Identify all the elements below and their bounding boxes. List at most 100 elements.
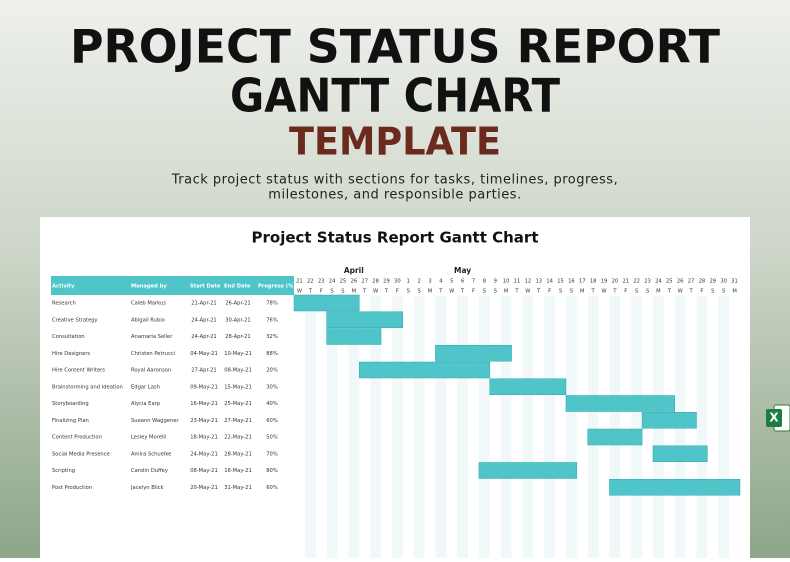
cell-end: 10-May-21 — [224, 351, 252, 357]
cell-start: 08-May-21 — [190, 468, 218, 474]
day-number: 1 — [407, 279, 410, 285]
gantt-bar — [326, 311, 404, 328]
day-number: 24 — [655, 279, 662, 285]
weekday: W — [678, 289, 683, 295]
day-number: 6 — [461, 279, 464, 285]
weekday: F — [700, 289, 703, 295]
day-stripe — [478, 296, 490, 558]
day-number: 23 — [318, 279, 325, 285]
svg-text:X: X — [769, 411, 779, 425]
weekday: T — [438, 289, 443, 295]
cell-end: 15-May-21 — [224, 384, 252, 390]
sheet: Activity Managed by Start Date End Date Prog… — [52, 266, 741, 558]
weekday: W — [601, 289, 606, 295]
cell-progress: 76% — [266, 317, 278, 323]
day-number: 25 — [340, 279, 347, 285]
day-stripe — [609, 296, 621, 558]
cell-start: 16-May-21 — [190, 401, 218, 407]
title-accent: TEMPLATE — [289, 120, 501, 164]
cell-end: 31-May-21 — [224, 485, 252, 491]
description: Track project status with sections for t… — [171, 173, 618, 188]
weekday: T — [536, 289, 541, 295]
day-stripe — [718, 296, 730, 558]
day-number: 24 — [329, 279, 336, 285]
cell-end: 25-May-21 — [224, 401, 252, 407]
cell-end: 16-May-21 — [224, 468, 252, 474]
gantt-bar — [587, 428, 643, 446]
weekday: T — [591, 289, 596, 295]
cell-activity: Brainstorming and Ideation — [52, 384, 123, 390]
cell-start: 20-May-21 — [190, 485, 218, 491]
day-number: 23 — [644, 279, 651, 285]
cell-manager: Alycia Earp — [131, 401, 161, 407]
day-number: 30 — [394, 279, 401, 285]
column-header: End Date — [224, 284, 251, 290]
cell-activity: Finalizing Plan — [52, 418, 89, 424]
day-number: 18 — [590, 279, 597, 285]
cell-manager: Edgar Lash — [131, 384, 160, 390]
cell-progress: 78% — [266, 301, 278, 307]
day-number: 21 — [622, 279, 629, 285]
day-stripe — [631, 296, 643, 558]
cell-end: 27-May-21 — [224, 418, 252, 424]
column-header: Managed by — [131, 284, 167, 290]
weekday: S — [711, 289, 714, 295]
day-number: 19 — [601, 279, 608, 285]
day-number: 20 — [612, 279, 619, 285]
cell-manager: Carolin Duffey — [131, 468, 168, 474]
day-number: 25 — [666, 279, 673, 285]
gantt-bar — [435, 345, 512, 362]
weekday: T — [667, 289, 672, 295]
weekday: S — [722, 289, 725, 295]
cell-activity: Consultation — [52, 334, 85, 340]
cell-manager: Caleb Markus — [131, 301, 166, 307]
cell-progress: 70% — [266, 451, 278, 457]
cell-progress: 60% — [266, 485, 278, 491]
day-number: 31 — [731, 279, 738, 285]
weekday: S — [559, 289, 562, 295]
cell-manager: Sueann Waggener — [131, 418, 179, 424]
column-header: Activity — [52, 284, 75, 290]
weekday: F — [548, 289, 551, 295]
day-number: 21 — [296, 279, 303, 285]
weekday: S — [483, 289, 486, 295]
cell-progress: 80% — [266, 468, 278, 474]
day-number: 26 — [351, 279, 358, 285]
day-stripe — [457, 296, 469, 558]
weekday: F — [396, 289, 399, 295]
cell-start: 21-Apr-21 — [191, 301, 216, 307]
cell-progress: 30% — [266, 384, 278, 390]
day-stripe — [435, 296, 447, 558]
weekday: F — [472, 289, 475, 295]
cell-manager: Christen Petrucci — [131, 351, 175, 357]
day-stripe — [544, 296, 556, 558]
description: milestones, and responsible parties. — [268, 188, 521, 203]
gantt-bar — [489, 378, 567, 395]
cell-progress: 32% — [266, 334, 278, 340]
weekday: S — [494, 289, 497, 295]
day-number: 29 — [383, 279, 390, 285]
day-stripe — [500, 296, 512, 558]
weekday: T — [362, 289, 367, 295]
cell-progress: 60% — [266, 418, 278, 424]
cell-end: 26-Apr-21 — [225, 301, 250, 307]
day-number: 4 — [439, 279, 443, 285]
header-row — [51, 276, 294, 295]
gantt-bar — [478, 462, 578, 479]
day-stripe — [696, 296, 708, 558]
day-number: 10 — [503, 279, 510, 285]
day-stripe — [304, 296, 316, 558]
cell-end: 22-May-21 — [224, 435, 252, 441]
weekday: M — [656, 289, 660, 295]
day-number: 16 — [568, 279, 575, 285]
day-number: 5 — [450, 279, 453, 285]
day-number: 30 — [720, 279, 727, 285]
day-stripe — [391, 296, 403, 558]
cell-progress: 20% — [266, 368, 278, 374]
day-number: 27 — [688, 279, 695, 285]
cell-manager: Jacelyn Blick — [130, 485, 164, 491]
weekday: M — [732, 289, 736, 295]
cell-start: 23-May-21 — [190, 418, 218, 424]
weekday: S — [341, 289, 344, 295]
weekday: M — [352, 289, 356, 295]
